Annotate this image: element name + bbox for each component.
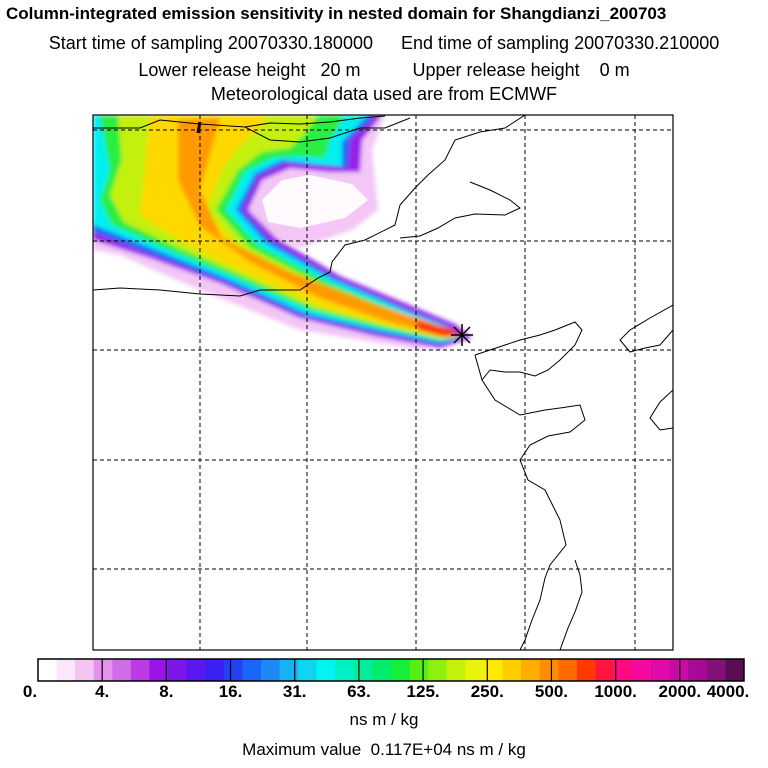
colorbar-swatch [521,659,541,681]
colorbar-tick-label: 125. [406,682,440,701]
colorbar-swatch [168,659,188,681]
colorbar-swatch [149,659,169,681]
colorbar-swatch [502,659,522,681]
plume-curl-gap [262,175,368,228]
start-time-text: Start time of sampling 20070330.180000 [48,33,373,53]
colorbar-swatch [112,659,132,681]
plume-core-orange [178,118,456,334]
colorbar-swatch [298,659,318,681]
colorbar-swatch [539,659,559,681]
colorbar-swatch [706,659,726,681]
colorbar-swatch [391,659,411,681]
maximum-value-line: Maximum value 0.117E+04 ns m / kg [242,740,526,759]
met-data-line: Meteorological data used are from ECMWF [210,84,558,104]
upper-release-text: Upper release height 0 m [412,60,630,80]
colorbar-swatch [613,659,634,681]
plume-band-yellow [140,115,458,337]
colorbar-swatch [93,659,113,681]
colorbar-swatch [353,659,373,681]
sensitivity-plume [93,115,472,350]
colorbar-swatch [558,659,578,681]
colorbar-frame [37,658,745,682]
plot-title: Column-integrated emission sensitivity i… [6,4,667,23]
lower-release-text: Lower release height 20 m [138,60,361,80]
colorbar-swatch [75,659,95,681]
colorbar-swatch [56,659,76,681]
colorbar-swatch [130,659,150,681]
map-frame [92,114,674,651]
colorbar-swatch [335,659,355,681]
colorbar-swatch [632,659,652,681]
colorbar-tick-label: 31. [282,682,307,701]
colorbar-tick-label: 8. [159,682,174,701]
lat-lon-grid [93,115,673,650]
colorbar-swatch [576,659,596,681]
end-time-text: End time of sampling 20070330.210000 [400,33,720,53]
colorbar-swatch [725,659,745,681]
colorbar-swatch [428,659,448,681]
colorbar-tick-label: 4000. [706,682,750,701]
colorbar-swatch [205,659,225,681]
colorbar-swatch [688,659,708,681]
colorbar [38,659,745,681]
colorbar-tick-label: 4. [95,682,110,701]
colorbar-swatch [38,659,58,681]
colorbar-tick-label: 2000. [658,682,702,701]
colorbar-tick-label: 1000. [594,682,637,701]
colorbar-swatch [260,659,281,681]
colorbar-tick-label: 250. [470,682,504,701]
colorbar-swatch [595,659,615,681]
colorbar-swatch [316,659,336,681]
colorbar-swatch [446,659,466,681]
colorbar-swatch [483,659,503,681]
colorbar-swatch [409,659,429,681]
release-height-line: Lower release height 20 m Upper release h… [0,60,768,81]
colorbar-swatch [186,659,206,681]
plume-core-red [415,320,465,337]
colorbar-swatch [223,659,243,681]
receptor-asterisk-marker [451,324,473,346]
colorbar-tick-label: 16. [218,682,243,701]
colorbar-tick-label: 63. [347,682,371,701]
colorbar-tick-label: 0. [22,682,38,701]
coastlines [93,115,673,650]
colorbar-swatch [465,659,485,681]
colorbar-swatch [651,659,671,681]
colorbar-swatch [279,659,299,681]
colorbar-swatch [372,659,392,681]
colorbar-tick-label: 500. [534,682,568,701]
sampling-time-line: Start time of sampling 20070330.180000 En… [0,33,768,54]
colorbar-unit: ns m / kg [349,710,419,729]
colorbar-swatch [242,659,262,681]
